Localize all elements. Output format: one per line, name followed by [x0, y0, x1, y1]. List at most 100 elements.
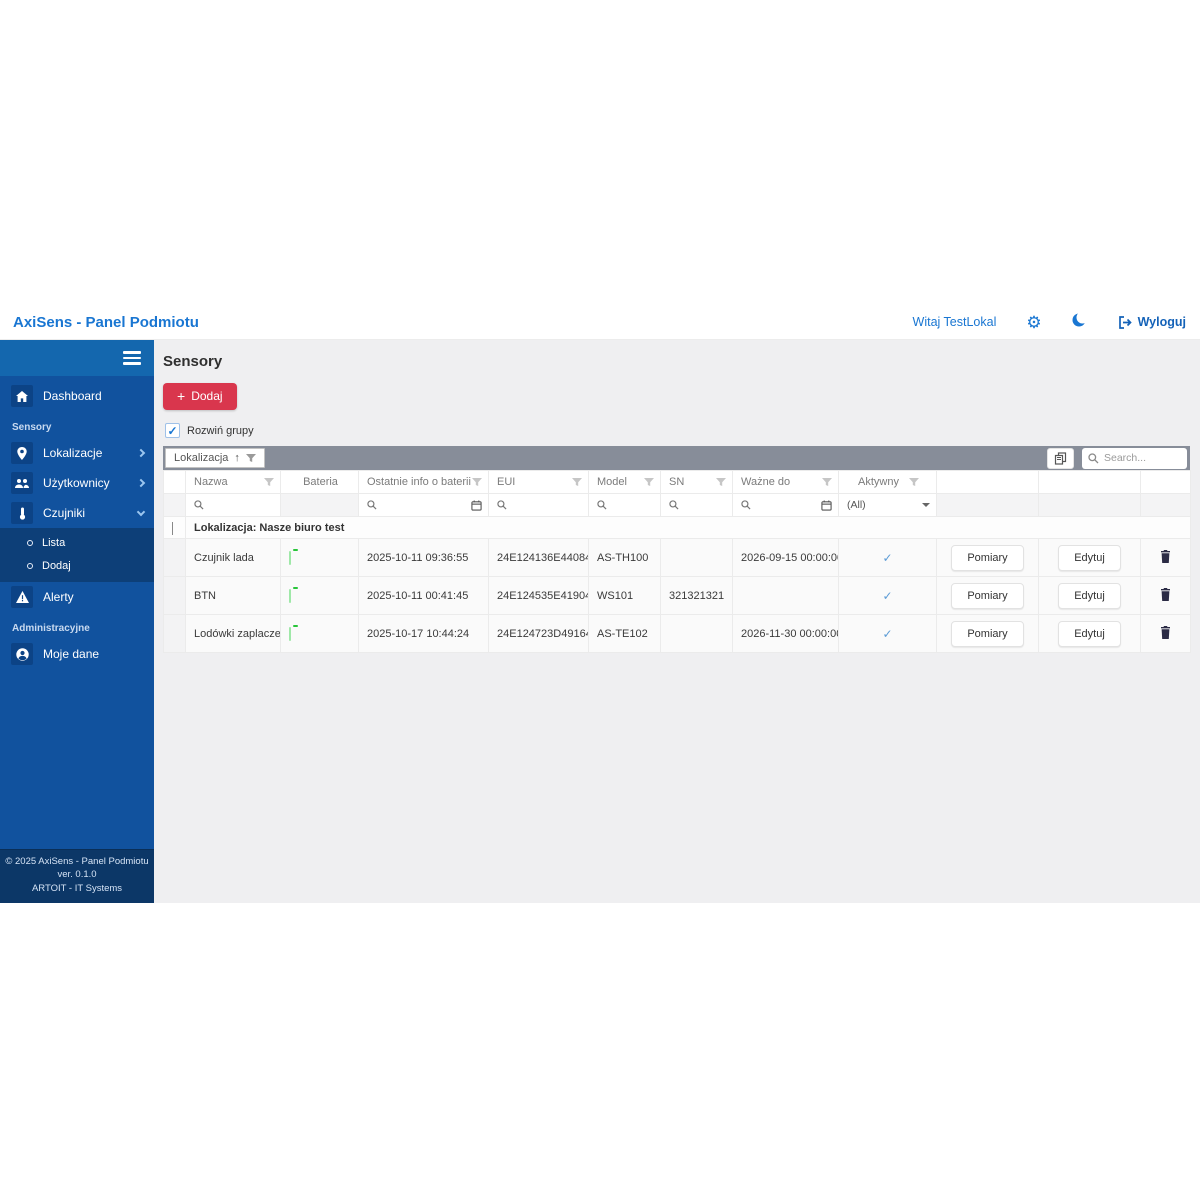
column-header-actions2	[1038, 470, 1141, 494]
sidebar-subitem-lista[interactable]: Lista	[0, 531, 154, 554]
column-header-eui[interactable]: EUI	[488, 470, 589, 494]
plus-icon: +	[177, 388, 186, 404]
sidebar-item-moje-dane[interactable]: Moje dane	[0, 639, 154, 669]
group-row-label: Lokalizacja: Nasze biuro test	[185, 516, 1191, 539]
table-row[interactable]: Lodówki zaplacze 2025-10-17 10:44:24 24E…	[163, 614, 1191, 653]
filter-funnel-icon	[908, 477, 919, 486]
sidebar-item-czujniki[interactable]: Czujniki	[0, 498, 154, 528]
alert-triangle-icon	[11, 586, 33, 608]
edytuj-button[interactable]: Edytuj	[1058, 620, 1121, 647]
filter-funnel-icon	[572, 477, 582, 486]
filter-funnel-icon	[472, 477, 482, 486]
export-button[interactable]	[1047, 447, 1074, 469]
cell-delete	[1140, 538, 1191, 577]
column-header-wazne-do[interactable]: Ważne do	[732, 470, 839, 494]
settings-gear-icon[interactable]: ⚙	[1026, 312, 1042, 332]
search-icon	[669, 500, 679, 510]
column-header-sn[interactable]: SN	[660, 470, 733, 494]
filter-funnel-icon[interactable]	[245, 453, 256, 463]
column-header-model[interactable]: Model	[588, 470, 661, 494]
footer-version: ver. 0.1.0	[57, 869, 97, 881]
cell-model: AS-TH100	[588, 538, 661, 577]
filter-input-sn[interactable]	[660, 493, 733, 517]
sidebar-item-alerty[interactable]: Alerty	[0, 582, 154, 612]
delete-button[interactable]	[1158, 624, 1173, 644]
cell-valid-to: 2026-09-15 00:00:00	[732, 538, 839, 577]
hamburger-menu-icon[interactable]	[123, 351, 141, 365]
filter-input-model[interactable]	[588, 493, 661, 517]
trash-icon	[1161, 625, 1170, 639]
delete-button[interactable]	[1158, 548, 1173, 568]
sidebar-footer: © 2025 AxiSens - Panel Podmiotu ver. 0.1…	[0, 848, 154, 903]
cell-sn	[660, 538, 733, 577]
header-row: Nazwa Bateria Ostatnie info o baterii EU…	[163, 470, 1191, 494]
filter-input-eui[interactable]	[488, 493, 589, 517]
search-icon	[741, 500, 751, 510]
sidebar-subitem-dodaj[interactable]: Dodaj	[0, 554, 154, 577]
edytuj-button[interactable]: Edytuj	[1058, 582, 1121, 609]
cell-last-battery-info: 2025-10-17 10:44:24	[358, 614, 489, 653]
sidebar-item-dashboard[interactable]: Dashboard	[0, 381, 154, 411]
group-collapse-toggle[interactable]	[163, 516, 186, 539]
pomiary-button[interactable]: Pomiary	[951, 544, 1024, 571]
logout-button[interactable]: Wyloguj	[1118, 315, 1186, 329]
users-icon	[11, 472, 33, 494]
sidebar-item-lokalizacje[interactable]: Lokalizacje	[0, 438, 154, 468]
search-input[interactable]	[1104, 452, 1174, 464]
filter-funnel-icon	[716, 477, 726, 486]
cell-name: Czujnik lada	[185, 538, 281, 577]
chevron-right-icon	[136, 478, 146, 488]
search-icon	[597, 500, 607, 510]
group-panel: Lokalizacja ↑	[163, 446, 1190, 470]
group-chip-lokalizacja[interactable]: Lokalizacja ↑	[165, 448, 265, 468]
expand-groups-checkbox[interactable]: ✓	[165, 423, 180, 438]
search-icon	[194, 500, 204, 510]
cell-active: ✓	[838, 614, 937, 653]
group-row[interactable]: Lokalizacja: Nasze biuro test	[163, 516, 1191, 539]
topbar-right: Witaj TestLokal ⚙ Wyloguj	[912, 311, 1186, 333]
check-icon: ✓	[882, 588, 893, 603]
cell-last-battery-info: 2025-10-11 09:36:55	[358, 538, 489, 577]
home-icon	[11, 385, 33, 407]
sidebar-section-sensory: Sensory	[12, 422, 52, 433]
cell-measures: Pomiary	[936, 538, 1039, 577]
sidebar-item-uzytkownicy[interactable]: Użytkownicy	[0, 468, 154, 498]
dark-mode-moon-icon[interactable]	[1072, 311, 1089, 333]
cell-name: BTN	[185, 576, 281, 615]
cell-model: WS101	[588, 576, 661, 615]
sidebar: Dashboard Sensory Lokalizacje	[0, 340, 154, 903]
edytuj-button[interactable]: Edytuj	[1058, 544, 1121, 571]
column-header-ostatnie-info[interactable]: Ostatnie info o baterii	[358, 470, 489, 494]
cell-sn	[660, 614, 733, 653]
cell-eui: 24E124535E419043	[488, 576, 589, 615]
column-header-bateria[interactable]: Bateria	[280, 470, 359, 494]
column-header-nazwa[interactable]: Nazwa	[185, 470, 281, 494]
table-row[interactable]: BTN 2025-10-11 00:41:45 24E124535E419043…	[163, 576, 1191, 615]
filter-select-aktywny[interactable]: (All)	[838, 493, 937, 517]
cell-battery	[280, 614, 359, 653]
table-row[interactable]: Czujnik lada 2025-10-11 09:36:55 24E1241…	[163, 538, 1191, 577]
thermometer-icon	[11, 502, 33, 524]
search-icon	[367, 500, 377, 510]
calendar-icon[interactable]	[821, 499, 832, 511]
filter-input-wazne-do[interactable]	[732, 493, 839, 517]
pomiary-button[interactable]: Pomiary	[951, 582, 1024, 609]
logout-icon	[1118, 315, 1132, 329]
topbar: AxiSens - Panel Podmiotu Witaj TestLokal…	[0, 305, 1200, 340]
filter-row: (All)	[163, 493, 1191, 517]
delete-button[interactable]	[1158, 586, 1173, 606]
chevron-down-icon	[172, 521, 173, 535]
cell-battery	[280, 538, 359, 577]
column-header-aktywny[interactable]: Aktywny	[838, 470, 937, 494]
filter-input-ostatnie-info[interactable]	[358, 493, 489, 517]
calendar-icon[interactable]	[471, 499, 482, 511]
trash-icon	[1161, 587, 1170, 601]
user-circle-icon	[11, 643, 33, 665]
dropdown-caret-icon	[922, 503, 930, 507]
welcome-text: Witaj TestLokal	[912, 315, 997, 329]
filter-input-nazwa[interactable]	[185, 493, 281, 517]
add-button[interactable]: + Dodaj	[163, 383, 237, 410]
battery-icon	[289, 550, 291, 565]
pomiary-button[interactable]: Pomiary	[951, 620, 1024, 647]
